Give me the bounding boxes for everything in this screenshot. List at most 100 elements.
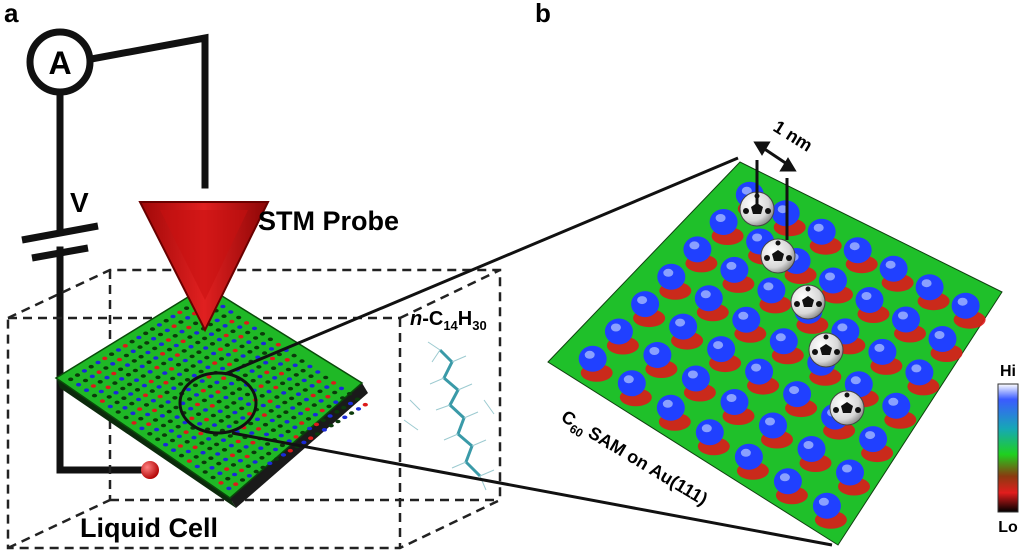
surface-dot: [112, 381, 118, 385]
surface-dot: [220, 304, 226, 309]
surface-dot: [169, 367, 175, 371]
surface-dot: [153, 356, 159, 360]
surface-dot: [130, 349, 136, 354]
surface-dot: [76, 382, 82, 387]
surface-dot: [128, 392, 134, 396]
surface-dot: [103, 366, 109, 370]
surface-dot: [276, 414, 282, 419]
surface-dot: [199, 441, 205, 445]
surface-dot: [275, 404, 281, 409]
surface-dot: [249, 369, 255, 373]
ammeter: A: [26, 28, 94, 96]
surface-dot: [222, 386, 228, 390]
surface-dot: [304, 407, 311, 412]
peak-blue: [855, 287, 884, 313]
c60-pentagon: [834, 349, 840, 355]
surface-dot: [264, 370, 270, 375]
surface-dot: [164, 390, 170, 395]
surface-dot: [312, 412, 318, 417]
peak-blue: [769, 328, 798, 355]
surface-dot: [274, 395, 280, 399]
surface-dot: [236, 387, 243, 391]
peak-blue: [694, 285, 723, 312]
surface-dot: [123, 353, 129, 358]
surface-dot: [89, 374, 95, 379]
surface-dot: [269, 356, 276, 361]
surface-dot: [191, 435, 197, 440]
zoom-connector-lines: [224, 156, 833, 547]
surface-dot: [245, 330, 251, 335]
surface-dot: [202, 470, 208, 474]
surface-dot: [147, 370, 153, 374]
surface-dot: [145, 412, 151, 417]
c60-pentagon: [775, 240, 781, 246]
surface-dot: [139, 364, 145, 369]
surface-dot: [171, 324, 177, 329]
surface-dot: [168, 429, 174, 433]
surface-dot: [98, 389, 104, 394]
peak-blue: [759, 412, 787, 439]
peak-highlight: [738, 311, 749, 320]
surface-dot: [332, 390, 338, 395]
peak-highlight: [689, 241, 700, 250]
surface-dot: [300, 430, 306, 435]
peak-blue: [720, 389, 749, 415]
surface-dot: [272, 376, 278, 380]
surface-dot: [229, 453, 236, 458]
surface-dot: [218, 357, 225, 361]
surface-dot: [198, 369, 204, 374]
surface-dot: [206, 375, 212, 379]
peak-highlight: [700, 290, 711, 299]
peak-blue: [836, 459, 864, 486]
surface-dot: [233, 420, 239, 425]
peak-highlight: [789, 386, 800, 395]
surface-dot: [237, 325, 243, 329]
surface-dot: [318, 399, 324, 403]
surface-dot: [152, 418, 159, 422]
c60-pentagon: [751, 203, 763, 214]
surface-dot: [143, 403, 150, 407]
surface-dot: [314, 432, 321, 436]
surface-dot: [260, 465, 266, 470]
surface-dot: [226, 424, 232, 429]
surface-dot: [286, 377, 293, 381]
surface-dot: [246, 474, 252, 478]
surface-dot: [302, 388, 308, 392]
peak-highlight: [849, 242, 860, 251]
surface-dot: [203, 346, 209, 350]
surface-dot: [142, 393, 149, 398]
peak-blue: [669, 313, 698, 340]
surface-dot: [194, 464, 200, 469]
surface-dot: [207, 446, 213, 451]
surface-dot: [167, 419, 173, 424]
surface-dot: [247, 350, 253, 354]
surface-dot: [192, 445, 198, 450]
surface-dot: [158, 404, 164, 409]
surface-dot: [256, 365, 262, 369]
peak-blue: [709, 209, 738, 235]
surface-dot: [137, 407, 143, 411]
surface-dot: [225, 352, 231, 357]
surface-dot: [104, 375, 110, 380]
surface-dot: [217, 347, 224, 352]
peak-highlight: [874, 343, 885, 352]
surface-dot: [258, 384, 264, 389]
surface-dot: [238, 396, 244, 401]
surface-dot: [230, 329, 236, 334]
surface-dot: [161, 433, 168, 437]
surface-dot: [211, 423, 218, 427]
surface-dot: [230, 463, 237, 467]
surface-dot: [239, 478, 246, 482]
surface-dot: [216, 399, 222, 404]
surface-dot: [158, 342, 165, 347]
surface-dot: [326, 404, 332, 409]
surface-dot: [354, 397, 360, 402]
surface-dot: [240, 416, 246, 420]
stm-probe-label: STM Probe: [258, 206, 399, 236]
surface-dot: [107, 404, 113, 409]
peak-highlight: [775, 333, 786, 342]
peak-highlight: [649, 347, 660, 355]
peak-highlight: [751, 363, 762, 372]
peak-highlight: [740, 448, 751, 457]
surface-dot: [226, 486, 232, 491]
